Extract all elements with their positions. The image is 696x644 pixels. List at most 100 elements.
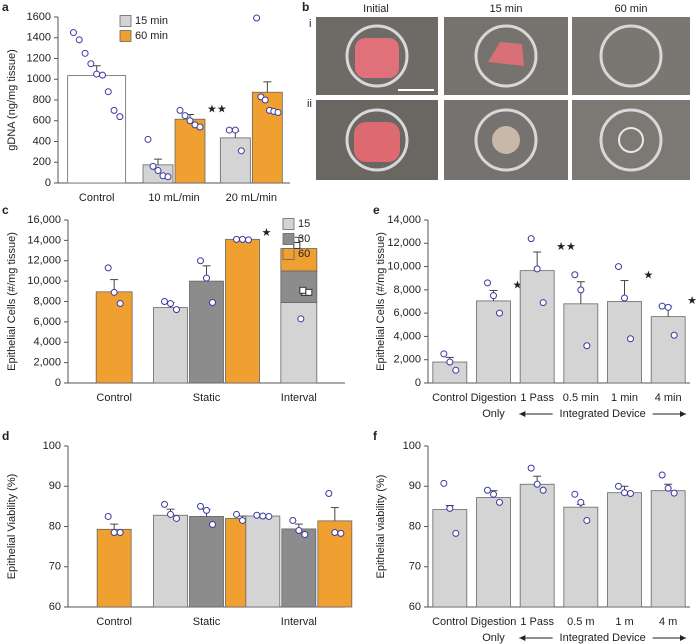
data-point [225, 126, 233, 134]
x-tick-label: 0.5 min [563, 392, 599, 404]
x-tick-label: 1 m [615, 616, 633, 628]
y-tick-label: 400 [33, 135, 51, 147]
bar [563, 303, 599, 384]
legend-swatch [119, 30, 132, 42]
data-point [297, 315, 305, 323]
data-point [615, 263, 622, 271]
data-point [197, 502, 204, 510]
bar [153, 514, 188, 608]
data-point [253, 511, 261, 519]
data-point [81, 49, 89, 57]
data-point [446, 358, 454, 366]
data-point [496, 309, 503, 317]
y-tick-label: 100 [403, 440, 421, 452]
data-point [627, 335, 634, 343]
bar [219, 137, 251, 184]
bracket-label: Integrated Device [560, 632, 646, 644]
data-point [452, 529, 460, 537]
y-tick-label: 90 [409, 480, 421, 492]
data-point [490, 292, 497, 300]
data-point [490, 490, 497, 498]
bar [607, 492, 642, 608]
data-point [440, 479, 448, 487]
y-tick-label: 0 [55, 377, 61, 389]
data-point [577, 286, 585, 294]
x-tick-label: 0.5 m [567, 616, 595, 628]
data-point [670, 489, 678, 497]
data-point [161, 298, 168, 305]
data-point [164, 173, 172, 181]
bar [280, 270, 318, 303]
bar [245, 515, 281, 608]
data-point [658, 302, 666, 310]
data-point [231, 126, 239, 134]
data-point [186, 117, 194, 125]
data-point [670, 331, 678, 339]
column-label: 60 min [614, 3, 647, 15]
data-point [496, 498, 503, 506]
data-point [69, 29, 77, 37]
arrowhead [519, 635, 526, 641]
data-point [209, 520, 216, 528]
significance: ★ [687, 295, 696, 307]
data-point [293, 241, 301, 249]
data-point [237, 147, 245, 155]
bar [225, 238, 260, 384]
data-point [173, 306, 180, 314]
data-point [197, 257, 204, 265]
data-point [325, 489, 333, 497]
panel-label: b [302, 0, 309, 14]
tissue [355, 38, 399, 78]
bar [189, 516, 224, 608]
y-tick-label: 1200 [27, 52, 51, 64]
photo [572, 100, 690, 180]
bar [67, 75, 127, 184]
y-tick-label: 600 [33, 115, 51, 127]
data-point [261, 96, 269, 104]
device-outline [345, 24, 663, 172]
bracket-label: Integrated Device [560, 408, 646, 420]
data-point [259, 512, 267, 520]
data-point [533, 480, 541, 488]
data-point [209, 299, 216, 307]
significance: ★★ [556, 241, 576, 253]
bar [96, 528, 132, 608]
significance: ★★ [207, 103, 227, 115]
x-tick-label: Only [482, 408, 505, 420]
data-point [621, 489, 628, 497]
data-point [577, 498, 585, 506]
data-point [664, 303, 672, 311]
x-tick-label: Interval [281, 616, 317, 628]
y-tick-label: 8,000 [33, 295, 61, 307]
y-tick-label: 14,000 [387, 214, 421, 226]
y-tick-label: 2,000 [33, 357, 61, 369]
y-tick-label: 8,000 [393, 284, 421, 296]
bar [432, 509, 468, 608]
arrowhead [680, 635, 686, 641]
data-point [116, 300, 124, 308]
bar [189, 280, 224, 384]
legend-label: 60 min [135, 30, 168, 42]
data-point [446, 504, 454, 512]
x-tick-label: 1 Pass [520, 392, 554, 404]
y-axis-label: Epithelial viability (%) [375, 475, 387, 579]
data-point [233, 235, 240, 243]
y-tick-label: 80 [49, 520, 61, 532]
bar [281, 528, 317, 608]
y-tick-label: 80 [409, 520, 421, 532]
data-point [527, 464, 535, 472]
y-tick-label: 2,000 [393, 354, 421, 366]
legend-label: 30 [298, 233, 310, 245]
y-tick-label: 1600 [27, 11, 51, 23]
x-tick-label: Static [193, 616, 221, 628]
data-point [337, 529, 345, 537]
x-tick-label: Static [193, 392, 221, 404]
significance: ★ [644, 269, 654, 281]
data-point [533, 265, 541, 273]
y-tick-label: 90 [49, 480, 61, 492]
arrowhead [680, 411, 686, 417]
data-point [93, 70, 101, 78]
data-point [239, 516, 246, 524]
bar [476, 497, 511, 608]
